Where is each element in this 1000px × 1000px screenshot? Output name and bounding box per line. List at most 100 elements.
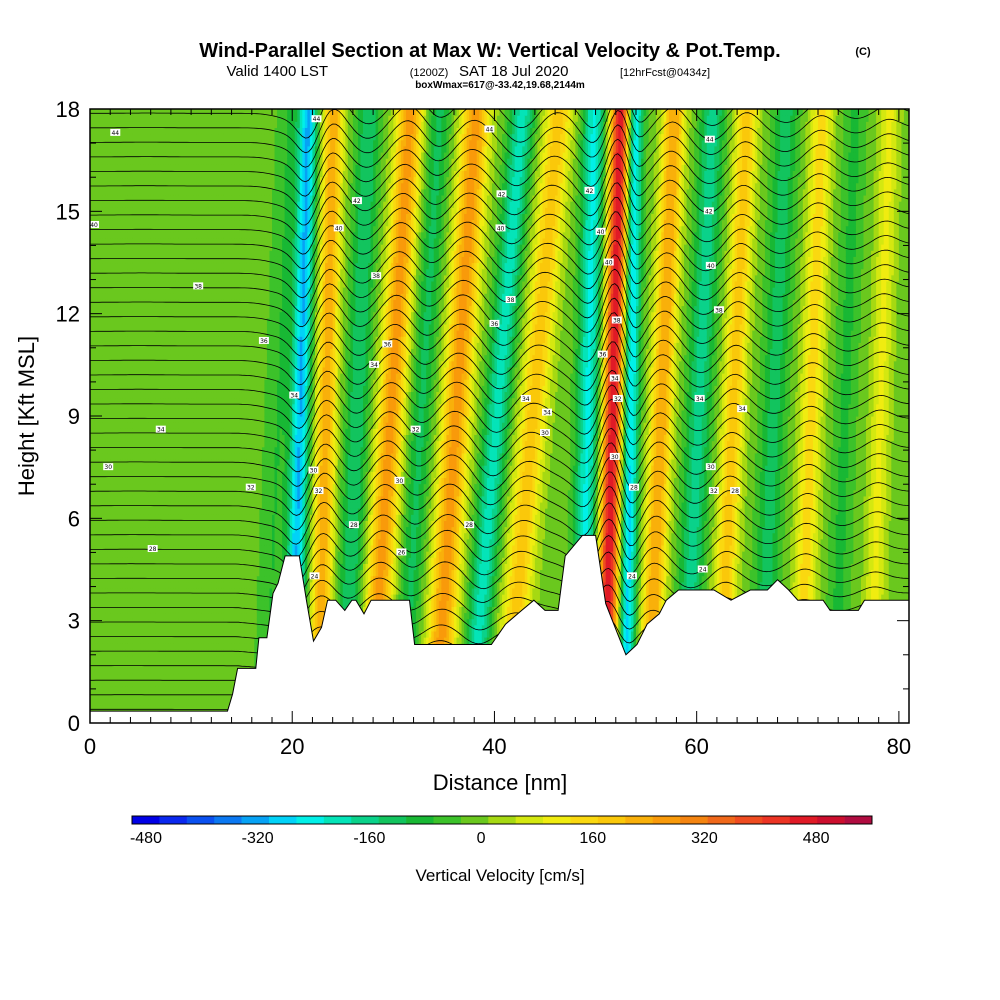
colorbar-swatch [598, 816, 626, 824]
y-tick-label: 15 [56, 199, 80, 224]
colorbar-swatch [461, 816, 489, 824]
colorbar-tick-label: 160 [579, 830, 606, 847]
contour-label: 30 [394, 477, 404, 485]
contour-label: 42 [584, 187, 594, 195]
contour-label: 38 [612, 316, 622, 324]
colorbar-swatch [680, 816, 708, 824]
colorbar-tick-label: -160 [353, 830, 385, 847]
colorbar-title: Vertical Velocity [cm/s] [415, 866, 584, 885]
contour-label: 28 [629, 484, 639, 492]
plot-area: 44 40 38 36 34 30 28 32 44 42 40 38 36 34 34 30 32 28 24 32… [89, 82, 910, 757]
contour-label: 34 [521, 395, 531, 403]
x-tick-label: 60 [684, 734, 708, 759]
contour-label: 32 [613, 395, 623, 403]
colorbar-swatch [708, 816, 736, 824]
colorbar-swatch [516, 816, 544, 824]
contour-label: 34 [289, 392, 299, 400]
colorbar-swatch [762, 816, 790, 824]
y-tick-label: 12 [56, 302, 80, 327]
x-tick-label: 40 [482, 734, 506, 759]
contour-label: 32 [411, 426, 421, 434]
contour-label: 38 [193, 282, 203, 290]
colorbar-swatch [132, 816, 160, 824]
y-tick-label: 3 [68, 609, 80, 634]
contour-label: 40 [604, 259, 614, 267]
contour-label: 44 [484, 125, 494, 133]
contour-label: 34 [542, 409, 552, 417]
contour-label: 30 [706, 463, 716, 471]
contour-label: 32 [314, 487, 324, 495]
contour-label: 32 [709, 487, 719, 495]
colorbar-tick-label: 320 [691, 830, 718, 847]
contour-label: 24 [627, 572, 637, 580]
contour-label: 34 [610, 374, 620, 382]
y-tick-label: 0 [68, 711, 80, 736]
colorbar-swatch [571, 816, 599, 824]
contour-label: 40 [706, 262, 716, 270]
colorbar-swatch [324, 816, 352, 824]
colorbar: -480 -320 -160 0 160 320 480 [130, 816, 872, 847]
y-tick-label: 9 [68, 404, 80, 429]
colorbar-swatch [790, 816, 818, 824]
colorbar-swatch [269, 816, 297, 824]
colorbar-tick-label: 0 [477, 830, 486, 847]
contour-label: 36 [259, 337, 269, 345]
forecast-info: [12hrFcst@0434z] [620, 67, 710, 79]
contour-label: 36 [489, 320, 499, 328]
contour-label: 28 [148, 545, 158, 553]
contour-label: 38 [506, 296, 516, 304]
contour-label: 28 [349, 521, 359, 529]
contour-label: 36 [382, 340, 392, 348]
x-axis-title: Distance [nm] [433, 770, 568, 795]
y-tick-label: 6 [68, 506, 80, 531]
contour-label: 30 [308, 467, 318, 475]
contour-label: 42 [497, 190, 507, 198]
contour-label: 40 [334, 224, 344, 232]
colorbar-swatch [379, 816, 407, 824]
contour-label: 24 [309, 572, 319, 580]
contour-label: 44 [110, 129, 120, 137]
colorbar-tick-label: -320 [242, 830, 274, 847]
valid-time: Valid 1400 LST [227, 63, 328, 80]
contour-label: 38 [371, 272, 381, 280]
colorbar-swatch [351, 816, 379, 824]
contour-label: 34 [156, 426, 166, 434]
contour-label: 30 [103, 463, 113, 471]
chart-title: Wind-Parallel Section at Max W: Vertical… [199, 40, 780, 62]
colorbar-swatch [653, 816, 681, 824]
colorbar-swatch [543, 816, 571, 824]
colorbar-swatch [159, 816, 187, 824]
contour-label: 40 [496, 224, 506, 232]
contour-label: 30 [540, 429, 550, 437]
colorbar-swatch [488, 816, 516, 824]
contour-label: 24 [698, 566, 708, 574]
copyright-mark: (C) [855, 46, 871, 58]
contour-label: 32 [246, 484, 256, 492]
colorbar-swatch [242, 816, 270, 824]
y-tick-label: 18 [56, 97, 80, 122]
contour-label: 28 [464, 521, 474, 529]
contour-label: 42 [352, 197, 362, 205]
colorbar-tick-label: 480 [803, 830, 830, 847]
x-tick-label: 0 [84, 734, 96, 759]
contour-label: 40 [596, 228, 606, 236]
contour-label: 44 [311, 115, 321, 123]
valid-date: SAT 18 Jul 2020 [459, 63, 569, 80]
contour-label: 38 [714, 306, 724, 314]
contour-label: 34 [695, 395, 705, 403]
y-axis-title: Height [Kft MSL] [14, 336, 39, 496]
colorbar-swatch [625, 816, 653, 824]
contour-label: 36 [598, 351, 608, 359]
contour-label: 34 [369, 361, 379, 369]
colorbar-swatch [214, 816, 242, 824]
colorbar-swatch [406, 816, 434, 824]
colorbar-swatch [187, 816, 215, 824]
contour-label: 34 [737, 405, 747, 413]
contour-label: 44 [705, 136, 715, 144]
x-tick-label: 20 [280, 734, 304, 759]
colorbar-swatch [735, 816, 763, 824]
contour-label: 26 [396, 548, 406, 556]
valid-utc: (1200Z) [410, 67, 449, 79]
contour-label: 28 [730, 487, 740, 495]
